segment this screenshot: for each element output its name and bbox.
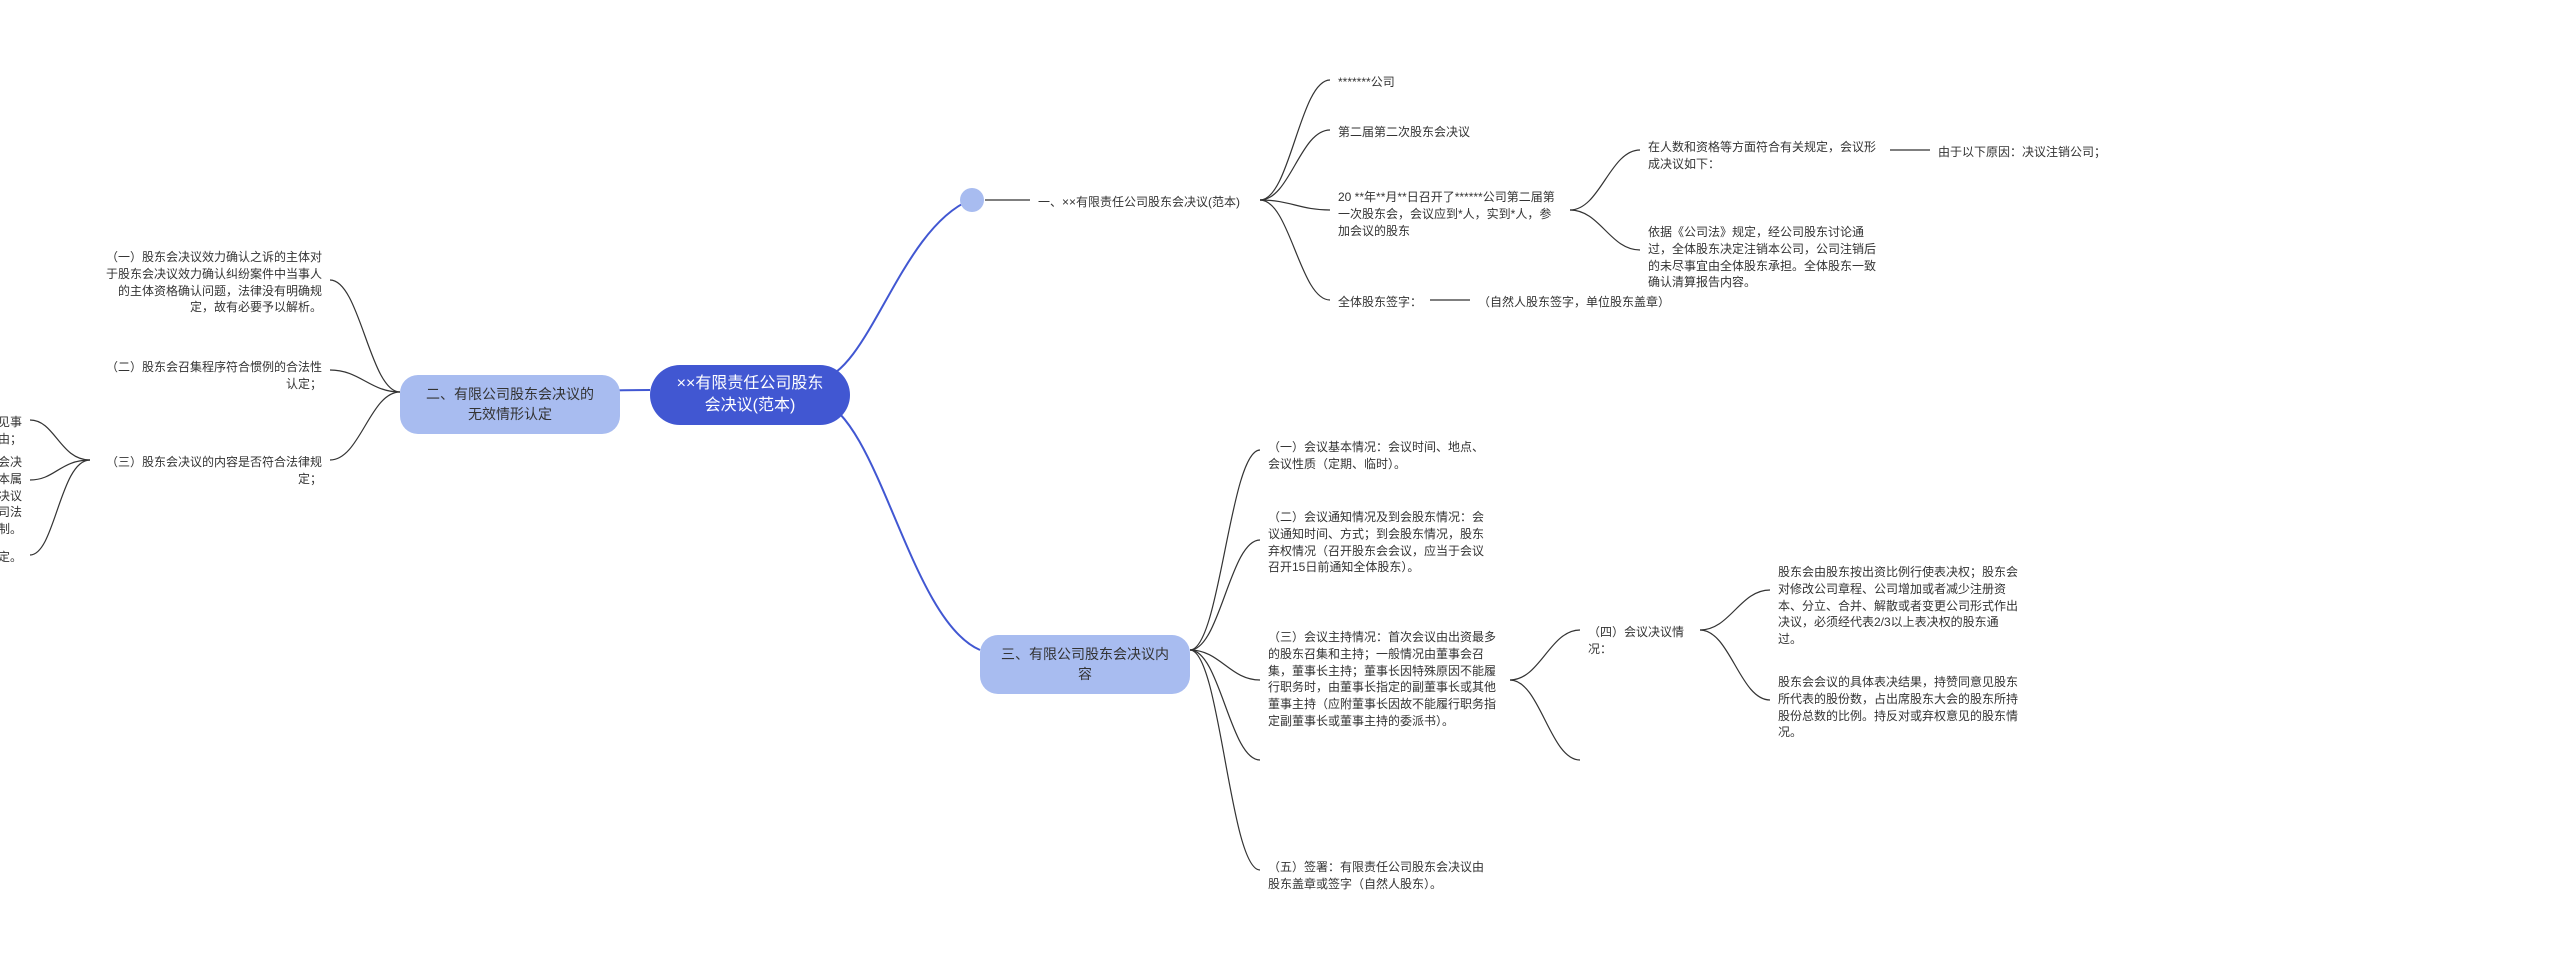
b1-n3: 20 **年**月**日召开了******公司第二届第一次股东会，会议应到*人，… bbox=[1330, 185, 1570, 243]
b1-n2: 第二届第二次股东会决议 bbox=[1330, 120, 1530, 145]
b2-n3-3: 3、案涉股东会决议效力的认定。 bbox=[0, 545, 30, 570]
b2-n3: （三）股东会决议的内容是否符合法律规定； bbox=[90, 450, 330, 492]
b3-n2: （二）会议通知情况及到会股东情况：会议通知时间、方式；到会股东情况，股东弃权情况… bbox=[1260, 505, 1500, 580]
b1-n4-1: （自然人股东签字，单位股东盖章） bbox=[1470, 290, 1700, 315]
branch-1-title: 一、××有限责任公司股东会决议(范本) bbox=[1030, 190, 1260, 215]
b1-n1: *******公司 bbox=[1330, 70, 1530, 95]
b3-n4-1: 股东会由股东按出资比例行使表决权；股东会对修改公司章程、公司增加或者减少注册资本… bbox=[1770, 560, 2030, 652]
branch-2[interactable]: 二、有限公司股东会决议的无效情形认定 bbox=[400, 375, 620, 434]
b2-n3-2: 2、涉及公司自治事项的股东会决议，不宜认定为无效股东会决议本属于公司股东的自治内… bbox=[0, 450, 30, 542]
mindmap-edges bbox=[0, 0, 2560, 977]
b3-n1: （一）会议基本情况：会议时间、地点、会议性质（定期、临时）。 bbox=[1260, 435, 1500, 477]
b2-n2: （二）股东会召集程序符合惯例的合法性认定； bbox=[90, 355, 330, 397]
b1-n4: 全体股东签字： bbox=[1330, 290, 1430, 315]
b1-n3-1: 在人数和资格等方面符合有关规定，会议形成决议如下： bbox=[1640, 135, 1890, 177]
branch-3[interactable]: 三、有限公司股东会决议内容 bbox=[980, 635, 1190, 694]
b2-n3-1: 1、确认股东会决议无效的常见事由； bbox=[0, 410, 30, 452]
b1-n3-2: 依据《公司法》规定，经公司股东讨论通过，全体股东决定注销本公司，公司注销后的未尽… bbox=[1640, 220, 1890, 295]
root-node[interactable]: ××有限责任公司股东会决议(范本) bbox=[650, 365, 850, 425]
b3-n5: （五）签署：有限责任公司股东会决议由股东盖章或签字（自然人股东）。 bbox=[1260, 855, 1500, 897]
b3-n3: （三）会议主持情况：首次会议由出资最多的股东召集和主持；一般情况由董事会召集，董… bbox=[1260, 625, 1510, 734]
branch-1-dot[interactable] bbox=[960, 188, 984, 212]
b1-n3-1-1: 由于以下原因：决议注销公司； bbox=[1930, 140, 2150, 165]
b2-n1: （一）股东会决议效力确认之诉的主体对于股东会决议效力确认纠纷案件中当事人的主体资… bbox=[90, 245, 330, 320]
b3-n4-2: 股东会会议的具体表决结果，持赞同意见股东所代表的股份数，占出席股东大会的股东所持… bbox=[1770, 670, 2030, 745]
b3-n4: （四）会议决议情况： bbox=[1580, 620, 1700, 662]
